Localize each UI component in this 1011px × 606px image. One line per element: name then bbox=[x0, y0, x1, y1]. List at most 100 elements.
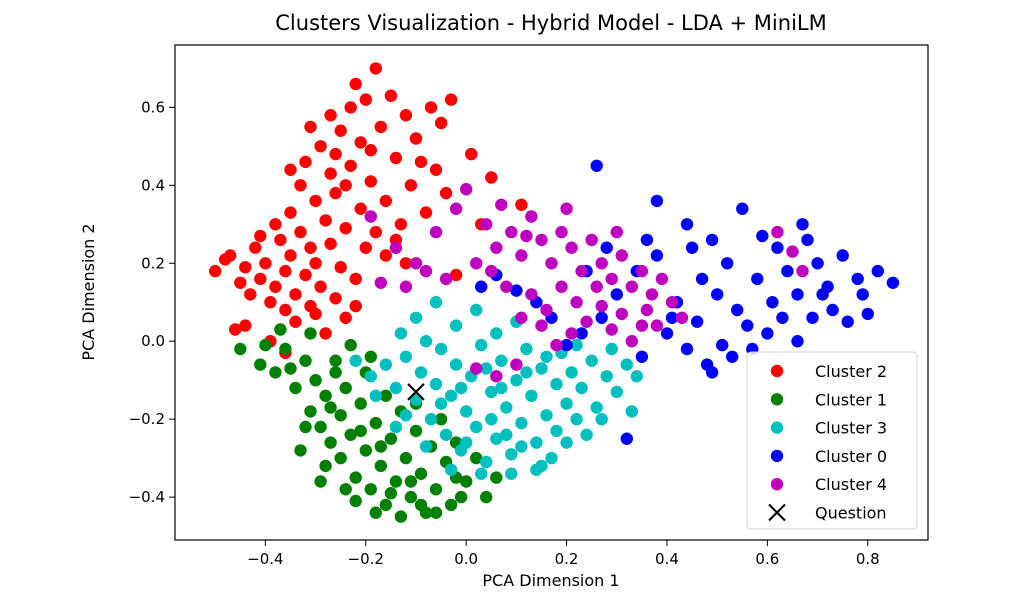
cluster-1-point bbox=[304, 405, 317, 418]
cluster-3-point bbox=[625, 405, 638, 418]
cluster-3-point bbox=[630, 370, 643, 383]
cluster-1-point bbox=[334, 451, 347, 465]
cluster-1-point bbox=[414, 467, 428, 480]
cluster-1-point bbox=[364, 483, 377, 496]
cluster-3-point bbox=[560, 397, 573, 410]
cluster-3-point bbox=[475, 467, 488, 480]
cluster-3-point bbox=[560, 436, 573, 449]
cluster-4-point bbox=[495, 198, 508, 211]
cluster-4-point bbox=[580, 315, 593, 328]
cluster-2-point bbox=[254, 272, 267, 286]
cluster-1-point bbox=[294, 444, 307, 457]
cluster-4-point bbox=[555, 225, 568, 239]
cluster-3-point bbox=[379, 358, 392, 371]
cluster-2-point bbox=[329, 186, 342, 200]
cluster-3-point bbox=[495, 381, 508, 395]
cluster-1-point bbox=[374, 440, 387, 453]
cluster-4-point bbox=[540, 303, 553, 317]
cluster-2-point bbox=[354, 136, 367, 149]
cluster-1-point bbox=[434, 413, 448, 426]
cluster-2-point bbox=[329, 292, 342, 305]
cluster-2-point bbox=[229, 323, 242, 336]
cluster-2-point bbox=[309, 307, 322, 321]
cluster-3-point bbox=[419, 335, 433, 348]
cluster-0-point bbox=[620, 432, 633, 445]
legend-item: Cluster 3 bbox=[770, 419, 887, 438]
cluster-1-point bbox=[379, 498, 392, 512]
cluster-3-point bbox=[389, 420, 403, 434]
cluster-4-point bbox=[595, 299, 608, 313]
cluster-2-point bbox=[394, 218, 408, 231]
legend: Cluster 2 Cluster 1 Cluster 3 Cluster 0 Clus… bbox=[746, 351, 918, 530]
cluster-1-point bbox=[284, 362, 297, 375]
cluster-1-point bbox=[384, 432, 398, 445]
cluster-2-point bbox=[274, 233, 287, 247]
legend-label: Cluster 2 bbox=[815, 362, 887, 381]
cluster-3-point bbox=[520, 342, 533, 356]
cluster-3-point bbox=[610, 385, 623, 399]
legend-marker bbox=[770, 449, 784, 463]
cluster-2-point bbox=[444, 93, 458, 106]
legend-label: Cluster 4 bbox=[815, 475, 887, 494]
cluster-2-point bbox=[324, 237, 337, 250]
cluster-0-point bbox=[751, 272, 764, 286]
cluster-2-point bbox=[284, 163, 297, 176]
cluster-4-point bbox=[550, 338, 563, 352]
cluster-1-point bbox=[339, 381, 352, 395]
legend-marker bbox=[770, 393, 784, 406]
x-tick-label: 0.6 bbox=[755, 550, 779, 568]
cluster-4-point bbox=[525, 288, 538, 301]
cluster-0-point bbox=[761, 327, 774, 340]
cluster-4-point bbox=[635, 319, 649, 332]
cluster-3-point bbox=[399, 409, 413, 422]
cluster-1-point bbox=[470, 451, 483, 465]
cluster-1-point bbox=[314, 475, 327, 488]
cluster-4-point bbox=[570, 296, 583, 309]
cluster-1-point bbox=[314, 420, 327, 434]
cluster-2-point bbox=[239, 319, 252, 332]
y-axis-ticks: −0.4 −0.2 0.0 0.2 0.4 0.6 bbox=[129, 98, 175, 506]
cluster-0-point bbox=[716, 338, 729, 352]
cluster-4-point bbox=[796, 264, 809, 278]
cluster-2-point bbox=[364, 175, 377, 188]
cluster-4-point bbox=[615, 249, 628, 262]
legend-label: Question bbox=[815, 504, 887, 523]
cluster-3-point bbox=[409, 311, 423, 324]
cluster-1-point bbox=[299, 354, 312, 367]
cluster-2-point bbox=[349, 299, 362, 313]
cluster-2-point bbox=[249, 241, 262, 254]
x-tick-label: 0.8 bbox=[856, 550, 880, 568]
cluster-3-point bbox=[485, 385, 498, 399]
cluster-3-point bbox=[565, 366, 578, 379]
cluster-2-point bbox=[324, 109, 337, 122]
cluster-0-point bbox=[635, 350, 649, 363]
legend-x-marker bbox=[768, 503, 786, 522]
cluster-4-point bbox=[625, 335, 638, 348]
cluster-3-point bbox=[505, 448, 518, 461]
cluster-3-point bbox=[530, 436, 543, 449]
cluster-4-point bbox=[480, 218, 493, 231]
cluster-0-point bbox=[861, 307, 874, 321]
cluster-1-point bbox=[329, 366, 342, 379]
cluster-1-point bbox=[369, 416, 382, 430]
cluster-2-point bbox=[419, 206, 433, 219]
cluster-4-point bbox=[565, 241, 578, 254]
cluster-3-point bbox=[500, 428, 513, 441]
cluster-4-point bbox=[535, 233, 548, 247]
cluster-3-point bbox=[520, 366, 533, 379]
y-tick-label: 0.0 bbox=[141, 332, 165, 350]
cluster-0-point bbox=[705, 366, 719, 379]
cluster-3-point bbox=[434, 397, 448, 410]
cluster-1-point bbox=[274, 323, 287, 336]
cluster-1-point bbox=[394, 510, 408, 523]
cluster-0-point bbox=[640, 233, 654, 247]
cluster-0-point bbox=[695, 272, 709, 286]
cluster-3-point bbox=[505, 467, 518, 480]
cluster-0-point bbox=[886, 276, 900, 289]
cluster-0-point bbox=[756, 229, 769, 243]
cluster-2-point bbox=[299, 155, 312, 169]
cluster-1-point bbox=[334, 409, 347, 422]
cluster-0-point bbox=[721, 257, 734, 270]
cluster-2-point bbox=[344, 101, 357, 114]
cluster-3-point bbox=[419, 440, 433, 453]
